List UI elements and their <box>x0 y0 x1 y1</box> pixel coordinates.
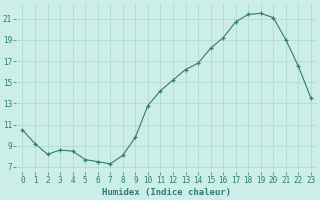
X-axis label: Humidex (Indice chaleur): Humidex (Indice chaleur) <box>102 188 231 197</box>
